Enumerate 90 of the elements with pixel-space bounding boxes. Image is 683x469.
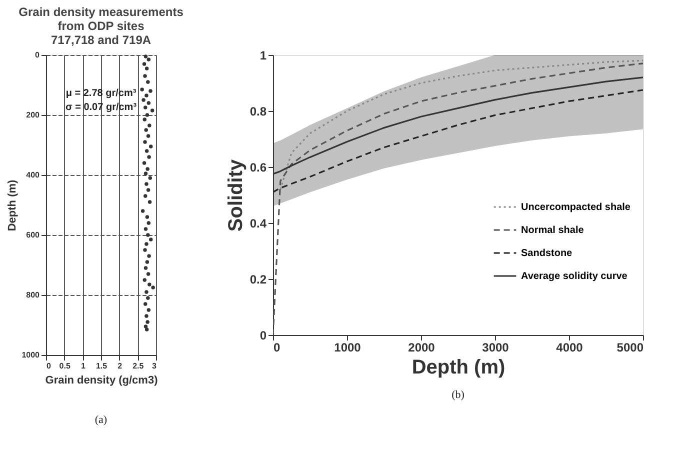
point [146,58,151,62]
point [148,238,153,242]
point [143,140,147,144]
x-tick-label: 1.5 [96,362,108,370]
x-tick-label: 1000 [334,340,362,354]
point [143,106,148,110]
text: (b) [452,389,465,401]
point [146,188,150,192]
y-tick-label: 0 [260,328,267,342]
point [146,167,150,171]
point [148,144,153,148]
point [148,176,152,180]
x-tick-label: 2000 [408,340,436,354]
point [145,113,150,117]
x-tick-label: 0.5 [59,362,71,370]
y-tick-label: 400 [26,170,40,180]
point [144,54,148,58]
line-series [273,89,643,193]
point [144,128,148,132]
point [144,94,148,98]
point [143,248,147,252]
point [146,233,150,237]
x-tick-label: 1 [80,362,86,370]
x-tick-label: 2 [118,362,123,370]
legend-label: Normal shale [521,225,584,236]
point [142,62,146,66]
text: (a) [94,414,108,426]
y-tick-label: 0.2 [250,272,267,286]
point [142,98,146,102]
x-tick-label: 5000 [616,340,644,354]
point [146,308,151,312]
point [147,254,151,258]
point [144,328,149,332]
x-tick-label: 3000 [482,340,510,354]
legend-label: Average solidity curve [521,271,628,282]
point [140,88,144,92]
y-tick-label: 0.8 [250,104,267,118]
point [145,215,150,219]
x-tick-label: 2.5 [132,362,144,370]
y-tick-label: 0.6 [250,160,267,174]
x-tick-label: 3 [152,362,158,370]
point [144,324,148,328]
x-axis-title: Depth (m) [412,356,506,378]
y-tick-label: 0.4 [250,216,267,230]
point [140,209,145,213]
point [146,221,151,225]
line-series [280,60,643,190]
point [142,278,147,282]
legend-label: Uncercompacted shale [521,202,631,213]
point [146,134,150,138]
point [147,155,151,159]
point [143,302,148,306]
y-tick-label: 800 [26,290,40,300]
point [146,101,151,105]
x-tick-label: 4000 [556,340,584,354]
y-tick-label: 0 [35,50,40,60]
point [145,260,150,264]
chart-title: Grain density measurements from ODP sites 717,718 and 719A [18,5,184,47]
point [144,149,149,153]
point [144,266,148,270]
point [144,242,148,246]
x-tick-label: 0 [274,340,280,354]
point [143,194,148,198]
point [146,80,150,84]
x-tick-label: 0 [46,362,52,370]
point [150,108,154,112]
point [148,124,152,128]
point [144,227,148,231]
point [148,89,152,93]
point [142,161,146,165]
point [144,290,148,294]
point [142,118,147,122]
point [148,282,152,286]
y-axis-title: Solidity [224,158,247,232]
point [144,66,149,70]
point [144,182,148,186]
y-tick-label: 600 [26,230,40,240]
point [151,286,155,290]
point [148,200,152,204]
point [146,272,150,276]
y-axis-title: Depth (m) [6,180,19,232]
y-tick-label: 200 [26,110,40,120]
legend-label: Sandstone [521,248,573,259]
point [144,172,148,176]
y-tick-label: 1 [260,48,267,62]
x-axis-title: Grain density (g/cm3) [45,374,158,386]
point [143,74,147,78]
point [146,320,150,324]
point [144,314,148,318]
point [146,296,150,300]
